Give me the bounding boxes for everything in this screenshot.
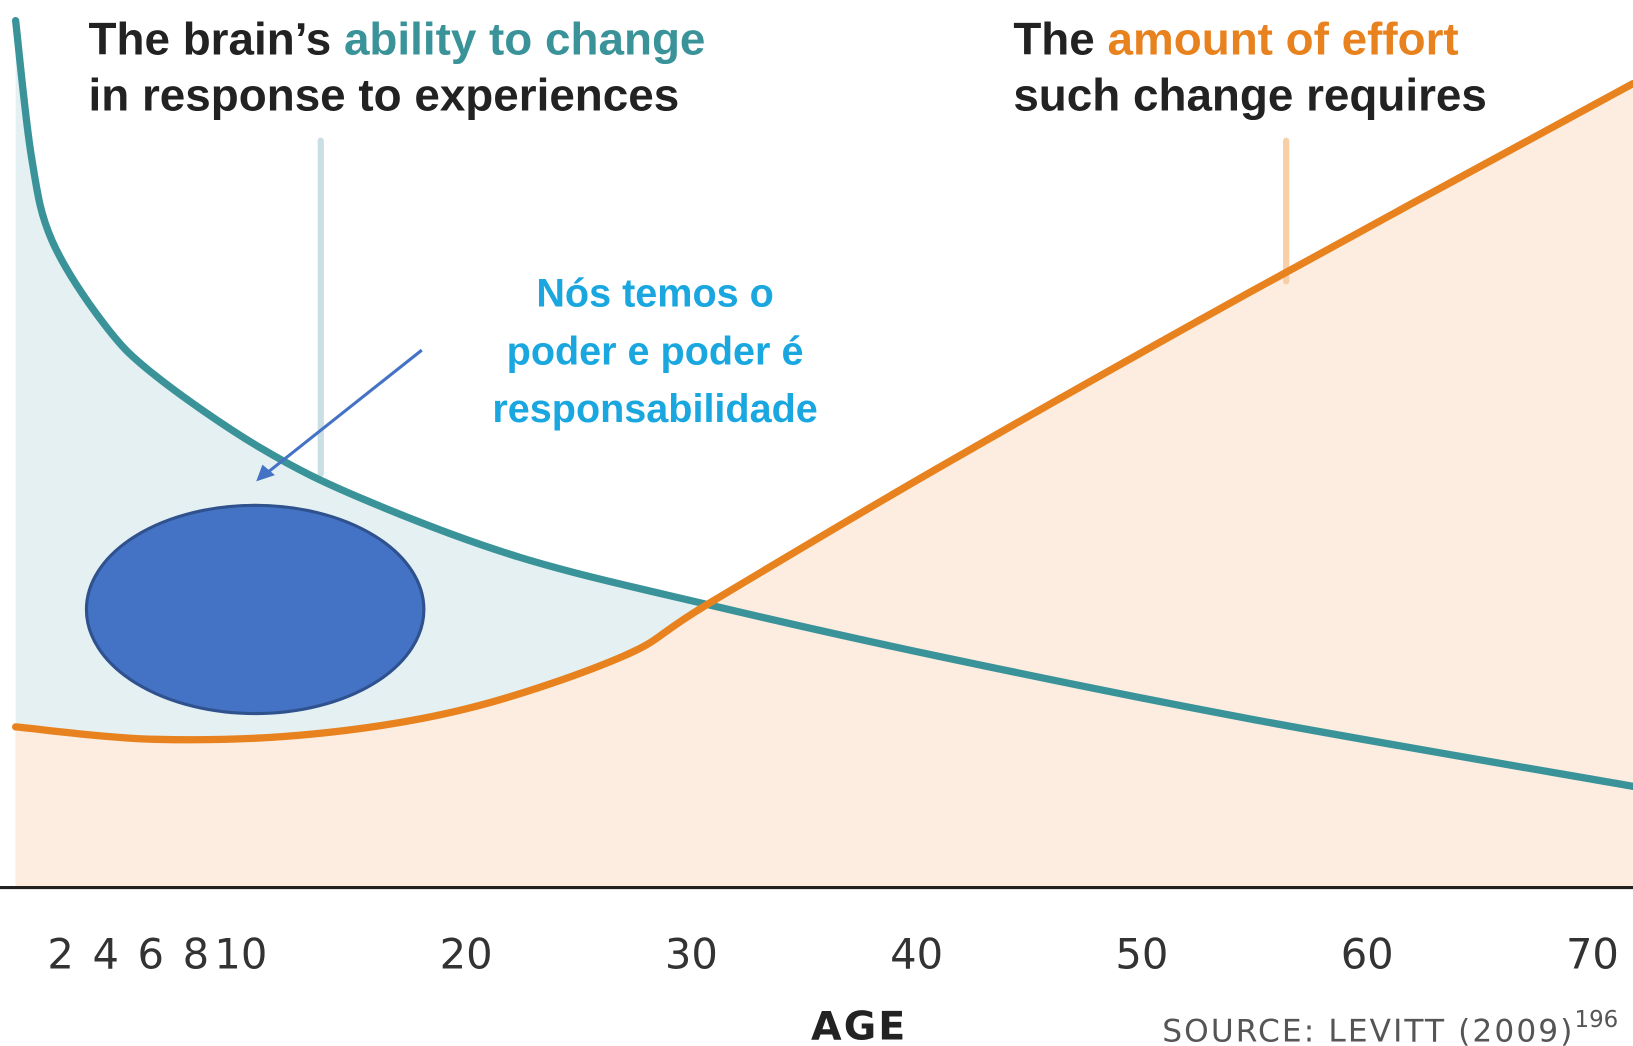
x-tick-label: 4 <box>92 930 118 979</box>
title-right: The amount of effort <box>1013 13 1458 64</box>
x-tick-label: 60 <box>1341 930 1394 979</box>
x-tick-label: 50 <box>1115 930 1168 979</box>
areas <box>15 20 1633 888</box>
x-tick-label: 2 <box>47 930 74 979</box>
title-left-line2: in response to experiences <box>89 70 680 121</box>
source-sup: 196 <box>1575 1007 1619 1033</box>
title-highlight: ability to change <box>344 13 705 64</box>
line <box>11 79 1633 744</box>
x-tick-label: 10 <box>214 930 267 979</box>
title-right-line2: such change requires <box>1013 70 1487 121</box>
area <box>15 20 1633 888</box>
x-tick-label: 40 <box>890 930 943 979</box>
arrow-head <box>256 464 275 482</box>
annotation: responsabilidade <box>492 387 817 431</box>
source: SOURCE: LEVITT (2009)196 <box>1162 1007 1618 1046</box>
x-tick-label: 30 <box>665 930 718 979</box>
title-highlight: amount of effort <box>1108 13 1459 64</box>
x-tick-label: 70 <box>1566 930 1619 979</box>
line <box>11 16 1633 790</box>
source-text: SOURCE: LEVITT (2009) <box>1162 1014 1574 1046</box>
annotation: poder e poder é <box>507 330 804 374</box>
title-left: The brain’s ability to change <box>89 13 706 64</box>
x-tick-label: 20 <box>440 930 493 979</box>
annotation: Nós temos o <box>536 271 773 315</box>
title-text: The <box>1013 13 1107 64</box>
highlight-ellipse <box>84 503 426 716</box>
title-text: The brain’s <box>89 13 344 64</box>
x-axis-label: AGE <box>811 1004 907 1046</box>
x-tick-label: 8 <box>183 930 209 979</box>
lines <box>11 16 1633 790</box>
area <box>15 83 1633 888</box>
x-tick-label: 6 <box>138 930 165 979</box>
arrow <box>264 348 423 476</box>
